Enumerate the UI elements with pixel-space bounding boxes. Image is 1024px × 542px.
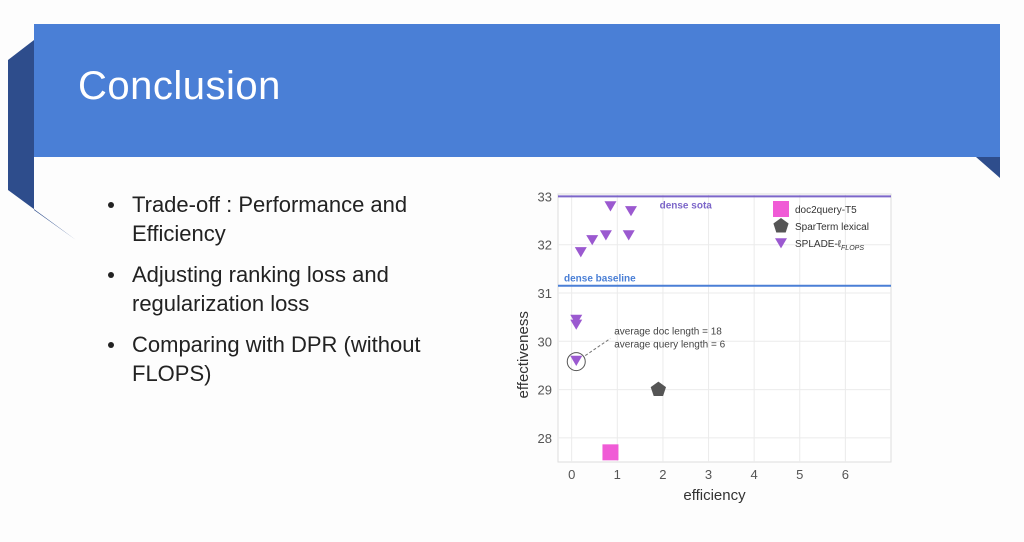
bullet-dot-icon [108,342,114,348]
bullet-text: Comparing with DPR (without FLOPS) [132,332,421,386]
data-point [574,247,587,258]
data-point [599,230,612,241]
reference-line-label: dense sota [660,200,713,211]
x-tick-label: 3 [705,467,712,482]
y-tick-label: 29 [538,383,552,398]
legend-marker [775,238,787,249]
legend-marker [773,218,789,233]
legend-label-subscript: FLOPS [841,245,864,252]
bullet-item: Trade-off : Performance and Efficiency [108,190,488,248]
scatter-chart: 0 1 2 3 4 5 6 28 29 30 31 32 33 efficiency effectivene… [515,189,892,504]
x-axis-label: efficiency [683,487,746,504]
data-point [570,314,583,325]
data-point [624,206,637,217]
data-point [604,201,617,212]
annotation-circle [566,352,586,372]
bullet-item: Comparing with DPR (without FLOPS) [108,330,488,388]
y-tick-label: 31 [538,286,552,301]
y-axis-label: effectiveness [515,311,532,398]
data-point [602,444,619,461]
x-tick-label: 0 [568,467,575,482]
bullet-item: Adjusting ranking loss and regularizatio… [108,260,488,318]
bullet-dot-icon [108,272,114,278]
annotation-text: average doc length = 18 [614,327,722,338]
ribbon-right-fold [976,157,1000,178]
x-tick-label: 1 [614,467,621,482]
bullet-text: Trade-off : Performance and Efficiency [132,192,408,246]
data-point [570,355,583,366]
title-ribbon-fold [8,40,1000,240]
data-point [622,230,635,241]
y-tick-label: 32 [538,238,552,253]
bullet-list: Trade-off : Performance and Efficiency A… [108,190,488,400]
legend-marker [773,201,789,217]
bullet-text: Adjusting ranking loss and regularizatio… [132,262,389,316]
y-tick-label: 28 [538,431,552,446]
legend-label: doc2query-T5 [795,205,857,216]
annotation-leader-line [584,338,611,357]
x-tick-label: 4 [751,467,758,482]
legend-label: SparTerm lexical [795,222,869,233]
x-tick-label: 2 [659,467,666,482]
reference-line-label: dense baseline [564,274,636,285]
y-tick-label: 30 [538,334,552,349]
x-tick-label: 6 [842,467,849,482]
x-tick-label: 5 [796,467,803,482]
slide-title: Conclusion [78,64,281,108]
ribbon-left-fold [8,40,76,240]
y-tick-label: 33 [538,189,552,204]
data-point [586,235,599,246]
plot-area [557,193,892,463]
annotation-text: average query length = 6 [614,340,725,351]
data-point [650,381,666,396]
bullet-dot-icon [108,202,114,208]
title-bar [34,24,1000,157]
